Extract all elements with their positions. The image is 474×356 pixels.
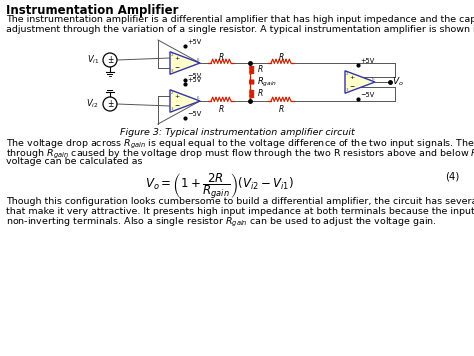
Text: The instrumentation amplifier is a differential amplifier that has high input im: The instrumentation amplifier is a diffe… xyxy=(6,15,474,24)
Text: $R_{gain}$: $R_{gain}$ xyxy=(257,75,277,89)
Text: −5V: −5V xyxy=(187,73,201,79)
Text: that make it very attractive. It presents high input impedance at both terminals: that make it very attractive. It present… xyxy=(6,207,474,216)
Text: 2: 2 xyxy=(171,53,173,57)
Text: $V_{i1}$: $V_{i1}$ xyxy=(87,54,99,66)
Polygon shape xyxy=(345,71,375,93)
Text: The voltage drop across $R_{gain}$ is equal equal to the voltage difference of t: The voltage drop across $R_{gain}$ is eq… xyxy=(6,138,474,151)
Text: 2: 2 xyxy=(346,72,348,76)
Polygon shape xyxy=(170,52,200,74)
Text: R: R xyxy=(278,105,283,114)
Text: +: + xyxy=(174,94,179,99)
Circle shape xyxy=(103,53,117,67)
Text: voltage can be calculated as: voltage can be calculated as xyxy=(6,157,143,166)
Text: −: − xyxy=(107,102,113,111)
Text: 6: 6 xyxy=(197,58,200,62)
Text: −: − xyxy=(349,84,355,89)
Text: 2: 2 xyxy=(171,91,173,95)
Text: +5V: +5V xyxy=(187,39,201,45)
Text: 6: 6 xyxy=(197,96,200,100)
Text: −5V: −5V xyxy=(360,92,374,98)
Text: 6: 6 xyxy=(372,77,374,81)
Text: −: − xyxy=(107,58,113,67)
Text: $V_{i2}$: $V_{i2}$ xyxy=(86,98,99,110)
Text: R: R xyxy=(278,52,283,62)
Text: Figure 3: Typical instrumentation amplifier circuit: Figure 3: Typical instrumentation amplif… xyxy=(119,128,355,137)
Text: −5V: −5V xyxy=(187,111,201,117)
Text: −: − xyxy=(174,65,179,70)
Text: 3: 3 xyxy=(171,69,173,73)
Text: R: R xyxy=(258,66,263,74)
Text: $V_o$: $V_o$ xyxy=(392,76,404,88)
Polygon shape xyxy=(170,90,200,112)
Text: 3: 3 xyxy=(346,88,348,92)
Text: −: − xyxy=(174,103,179,108)
Text: +: + xyxy=(349,75,355,80)
Circle shape xyxy=(103,97,117,111)
Text: 3: 3 xyxy=(171,107,173,111)
Text: Though this configuration looks cumbersome to build a differential amplifier, th: Though this configuration looks cumberso… xyxy=(6,197,474,206)
Text: $V_o = \left(1 + \dfrac{2R}{R_{gain}}\right)\left(V_{i2} - V_{i1}\right)$: $V_o = \left(1 + \dfrac{2R}{R_{gain}}\ri… xyxy=(146,171,294,201)
Text: +5V: +5V xyxy=(360,58,374,64)
Text: R: R xyxy=(219,52,224,62)
Text: Instrumentation Amplifier: Instrumentation Amplifier xyxy=(6,4,179,17)
Text: adjustment through the variation of a single resistor. A typical instrumentation: adjustment through the variation of a si… xyxy=(6,25,474,33)
Text: R: R xyxy=(258,89,263,99)
Text: +: + xyxy=(174,56,179,61)
Text: (4): (4) xyxy=(446,171,460,181)
Text: +: + xyxy=(107,99,113,108)
Text: +5V: +5V xyxy=(187,77,201,83)
Text: non-inverting terminals. Also a single resistor $R_{gain}$ can be used to adjust: non-inverting terminals. Also a single r… xyxy=(6,216,437,229)
Text: +: + xyxy=(107,54,113,63)
Text: R: R xyxy=(219,105,224,114)
Text: through $R_{gain}$ caused by the voltage drop must flow through the two R resist: through $R_{gain}$ caused by the voltage… xyxy=(6,147,474,161)
